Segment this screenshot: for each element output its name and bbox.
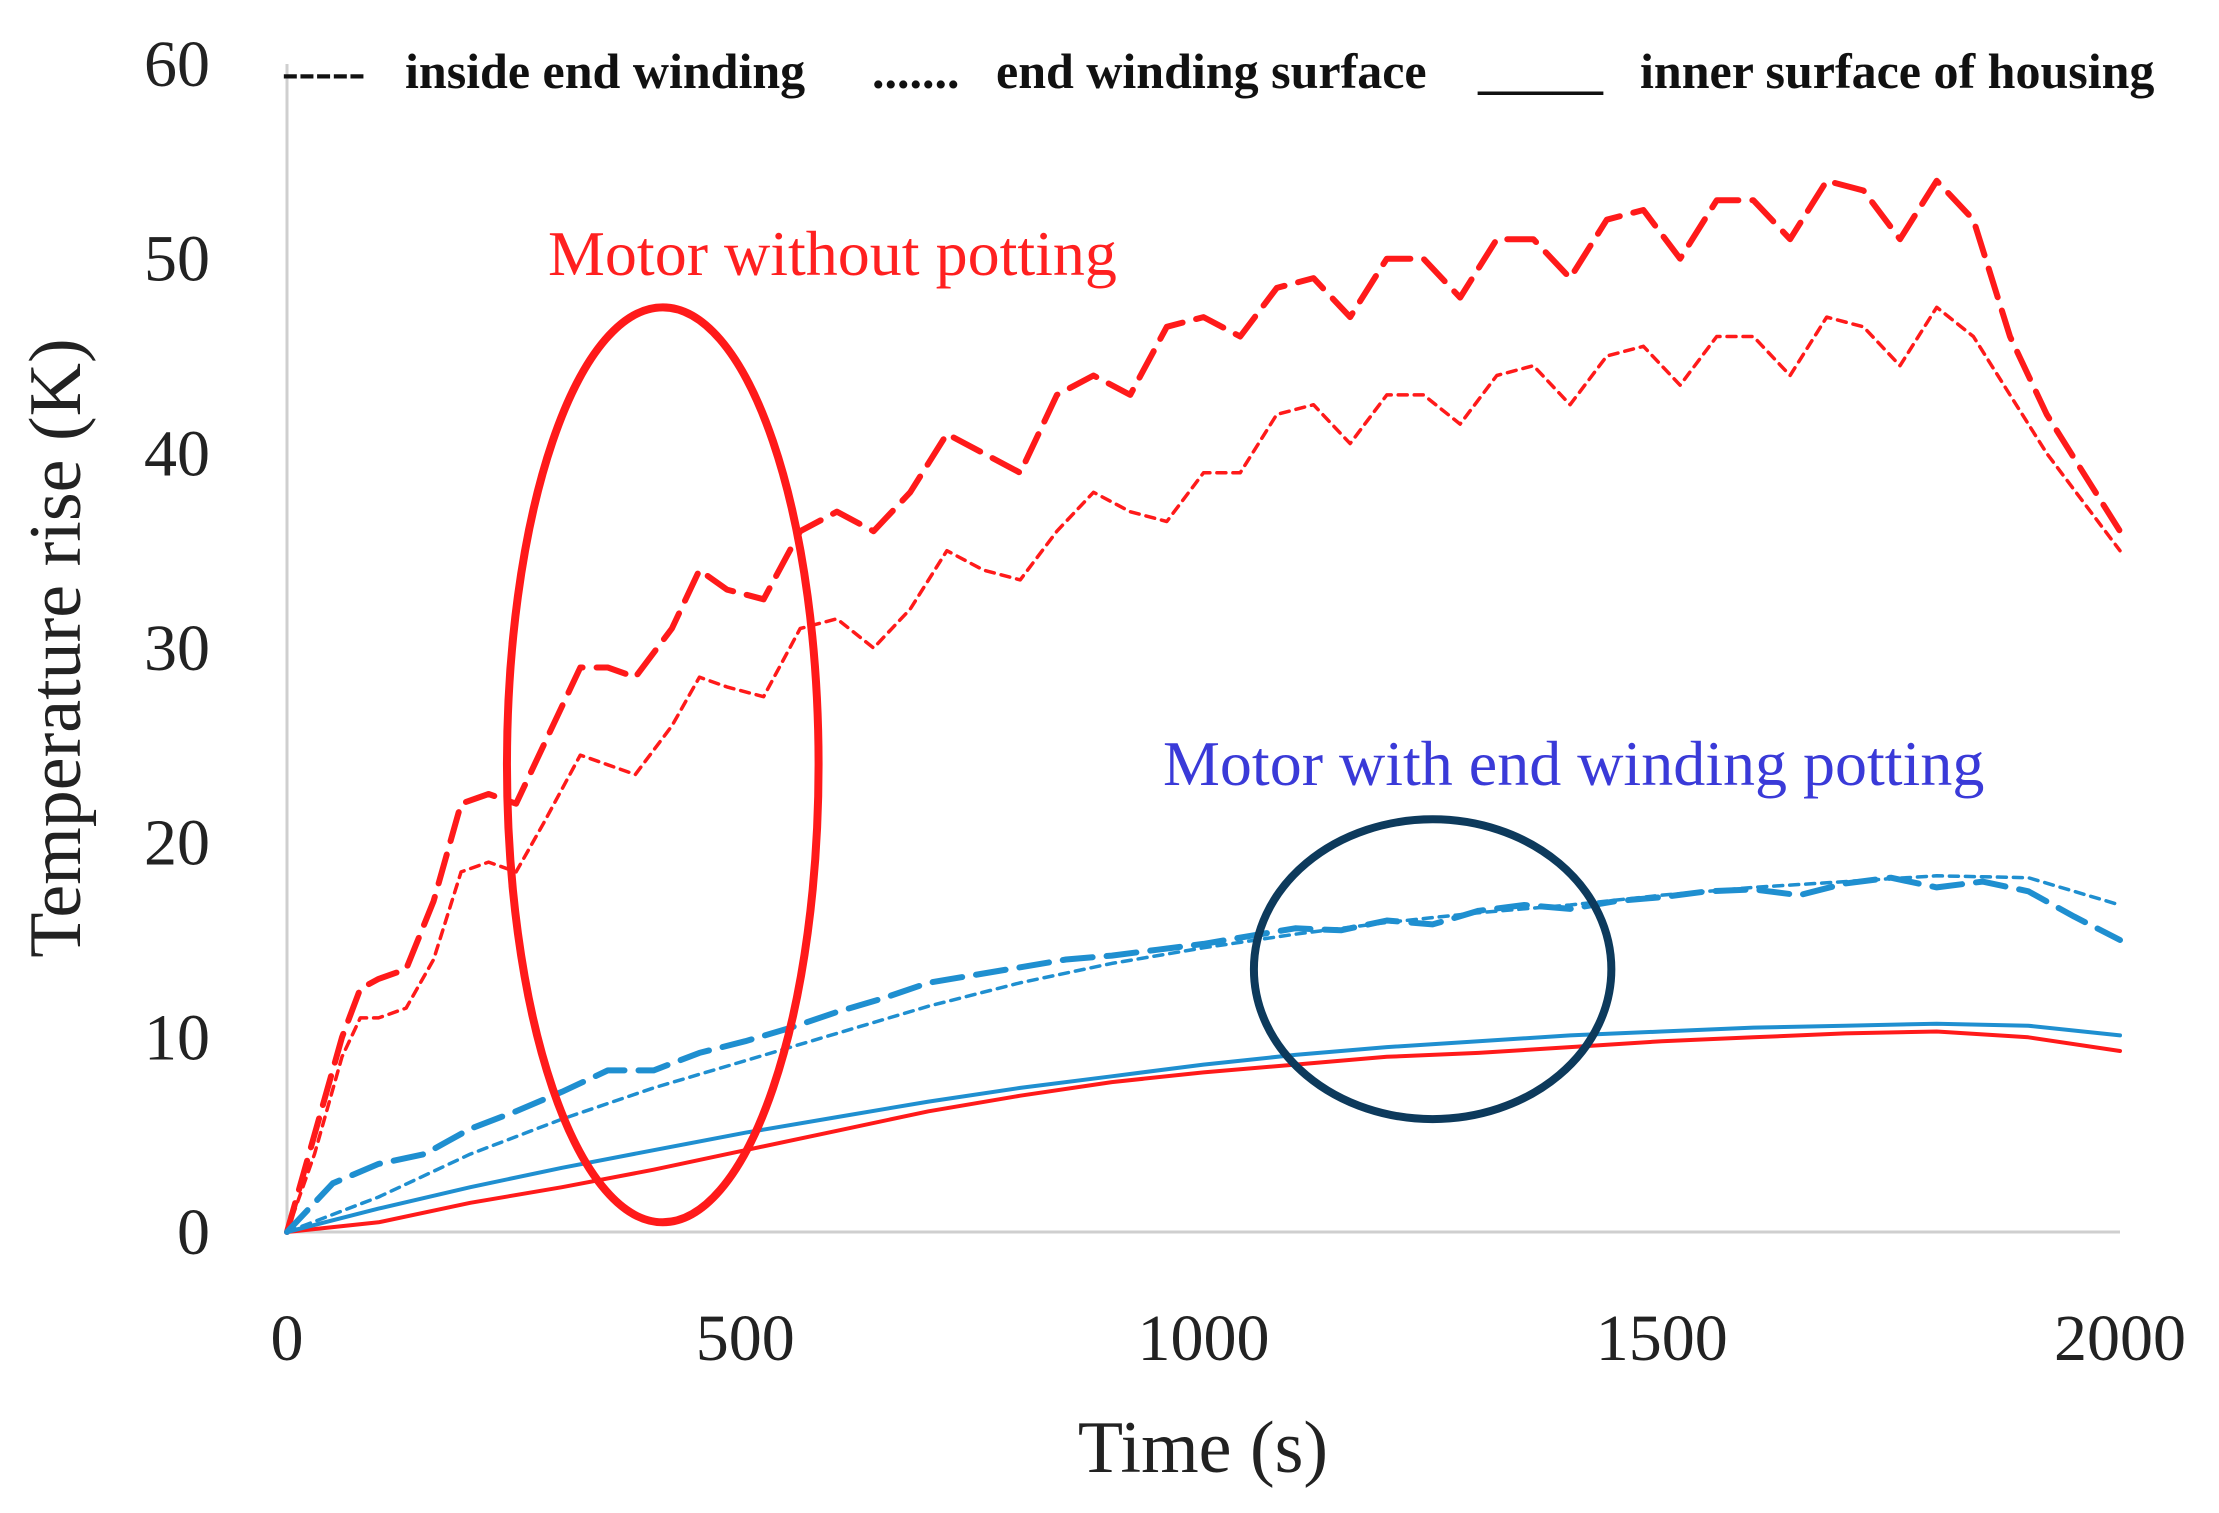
series-line-5 — [285, 874, 2122, 1234]
series-line-1 — [284, 177, 2123, 1235]
series-line-4 — [284, 874, 2123, 1235]
y-tick-label: 50 — [144, 223, 210, 296]
y-tick-label: 10 — [144, 1001, 210, 1074]
x-tick-label: 1000 — [1138, 1302, 1270, 1375]
y-tick-label: 30 — [144, 612, 210, 685]
highlight-ellipses — [502, 303, 1616, 1227]
annotation-without-potting: Motor without potting — [548, 218, 1117, 289]
y-tick-labels: 0 10 20 30 40 50 60 — [144, 28, 210, 1269]
legend-sample-inside: ----- — [282, 43, 365, 99]
legend-label-surface: end winding surface — [996, 43, 1427, 99]
x-tick-label: 0 — [271, 1302, 304, 1375]
ellipse-with-potting-region — [1249, 815, 1616, 1124]
x-tick-label: 2000 — [2054, 1302, 2186, 1375]
legend: ----- inside end winding ....... end win… — [282, 43, 2154, 99]
legend-sample-surface: ....... — [872, 43, 960, 99]
y-tick-label: 60 — [144, 28, 210, 101]
legend-sample-housing: _____ — [1477, 43, 1604, 99]
annotation-with-potting: Motor with end winding potting — [1163, 728, 1984, 799]
series-line-2 — [285, 305, 2122, 1234]
ellipse-without-potting-region — [502, 303, 823, 1227]
series-line-3 — [285, 1029, 2122, 1234]
x-tick-label: 1500 — [1596, 1302, 1728, 1375]
y-tick-label: 40 — [144, 417, 210, 490]
legend-label-inside: inside end winding — [405, 43, 805, 99]
y-axis-title: Temperature rise (K) — [15, 338, 97, 957]
x-axis-title: Time (s) — [1078, 1407, 1328, 1489]
series-lines — [284, 177, 2123, 1235]
y-tick-label: 0 — [177, 1196, 210, 1269]
x-tick-labels: 0 500 1000 1500 2000 — [271, 1302, 2187, 1375]
y-tick-label: 20 — [144, 807, 210, 880]
legend-label-housing: inner surface of housing — [1640, 43, 2154, 99]
series-line-6 — [285, 1021, 2122, 1234]
x-tick-label: 500 — [696, 1302, 795, 1375]
